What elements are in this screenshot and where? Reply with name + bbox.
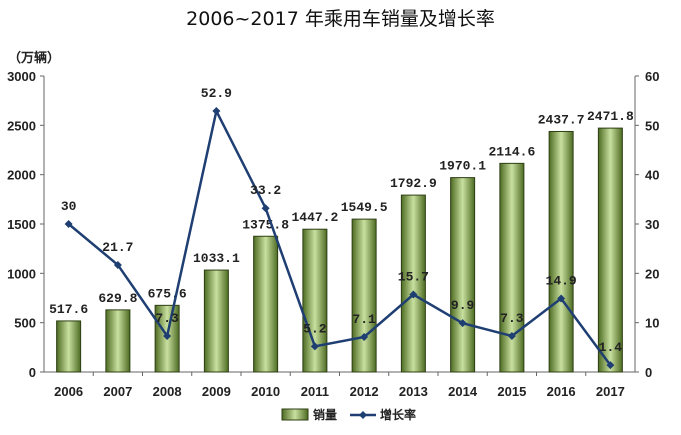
y-axis-unit: （万辆） [8,50,60,66]
line-data-label: 7.3 [155,311,179,326]
x-tick-label: 2012 [350,384,379,399]
bar [548,130,574,373]
bar-data-label: 629.8 [98,291,137,306]
bar-data-label: 2114.6 [488,144,535,159]
legend-line-marker [359,411,367,419]
line-marker [507,331,516,340]
line-data-label: 9.9 [451,298,475,313]
right-tick-label: 20 [645,266,659,281]
bar [105,309,131,373]
bar [450,177,476,373]
left-tick-label: 1000 [7,266,36,281]
bar [597,127,623,373]
right-tick-label: 60 [645,69,659,84]
bar-data-label: 2437.7 [538,112,585,127]
line-marker [409,290,418,299]
line-data-label: 1.4 [599,340,623,355]
left-tick-label: 0 [29,365,36,380]
bar-data-label: 1792.9 [390,176,437,191]
x-tick-label: 2006 [54,384,83,399]
x-tick-label: 2015 [497,384,526,399]
line-data-label: 15.7 [398,270,429,285]
line-marker [212,107,221,116]
bar-data-label: 1549.5 [341,200,388,215]
x-tick-label: 2014 [448,384,478,399]
line-marker [606,361,615,370]
growth-line [67,107,612,366]
chart-title: 2006~2017 年乘用车销量及增长率 [186,8,495,30]
legend-bar-label: 销量 [313,407,337,422]
line-data-label: 30 [61,199,77,214]
left-tick-label: 500 [14,316,36,331]
left-tick-label: 3000 [7,69,36,84]
right-tick-label: 10 [645,316,659,331]
bar-data-label: 675.6 [148,286,187,301]
bar-data-label: 1375.8 [242,217,289,232]
x-tick-label: 2016 [547,384,576,399]
bar-data-label: 1033.1 [193,251,240,266]
right-tick-label: 0 [645,365,652,380]
right-tick-label: 30 [645,217,659,232]
bar-data-label: 517.6 [49,302,88,317]
line-marker [113,260,122,269]
line-data-label: 21.7 [102,240,133,255]
line-data-label: 52.9 [201,86,232,101]
x-tick-label: 2017 [596,384,625,399]
line-marker [163,331,172,340]
x-tick-label: 2010 [251,384,280,399]
line-data-label: 5.2 [303,321,327,336]
bar-data-label: 2471.8 [587,109,634,124]
legend-line-label: 增长率 [380,407,416,422]
line-data-label: 7.3 [500,311,524,326]
bar [253,235,279,373]
bar [499,162,525,373]
left-tick-label: 1500 [7,217,36,232]
bar [56,320,82,373]
line-data-label: 33.2 [250,183,281,198]
line-marker [64,220,73,228]
line-marker [360,332,369,341]
legend-bar-swatch [281,408,309,421]
right-tick-label: 50 [645,118,659,133]
line-marker [557,294,566,303]
bar [351,218,377,373]
bar-data-label: 1970.1 [439,159,486,174]
line-marker [310,342,319,351]
line-marker [261,204,270,213]
x-tick-label: 2011 [301,384,329,399]
x-tick-label: 2013 [399,384,428,399]
x-tick-label: 2007 [103,384,132,399]
left-tick-label: 2000 [7,168,36,183]
bar-data-label: 1447.2 [291,210,338,225]
bar [302,228,328,373]
line-data-label: 7.1 [352,312,376,327]
bar [400,194,426,373]
left-tick-label: 2500 [7,118,36,133]
x-tick-label: 2008 [153,384,182,399]
x-tick-label: 2009 [202,384,231,399]
line-marker [458,319,467,328]
bar [203,269,229,373]
bar [154,304,180,373]
line-data-label: 14.9 [546,273,577,288]
right-tick-label: 40 [645,168,659,183]
